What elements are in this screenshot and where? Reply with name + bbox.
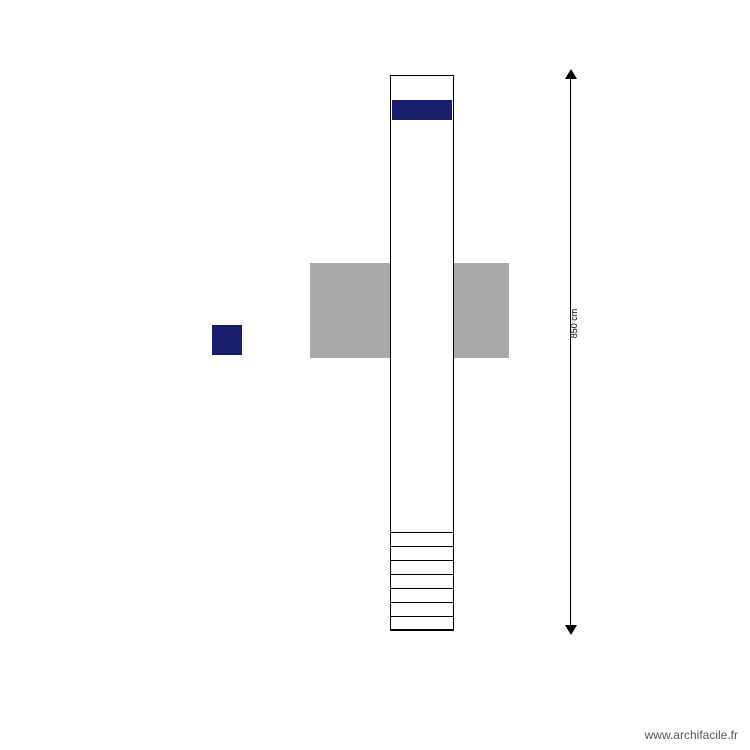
dimension-arrow-top-icon [565, 69, 577, 79]
step-divider [390, 560, 454, 561]
dimension-arrow-bottom-icon [565, 625, 577, 635]
navy-strip [392, 100, 452, 120]
footer-credit: www.archifacile.fr [645, 728, 738, 742]
dimension-line [570, 75, 571, 630]
step-divider [390, 616, 454, 617]
gray-block-left [310, 263, 390, 358]
dimension-label: 850 cm [569, 308, 579, 338]
step-divider [390, 574, 454, 575]
step-divider [390, 630, 454, 631]
step-divider [390, 602, 454, 603]
small-navy-square [212, 325, 242, 355]
step-divider [390, 532, 454, 533]
step-divider [390, 546, 454, 547]
step-divider [390, 588, 454, 589]
gray-block-right [454, 263, 509, 358]
